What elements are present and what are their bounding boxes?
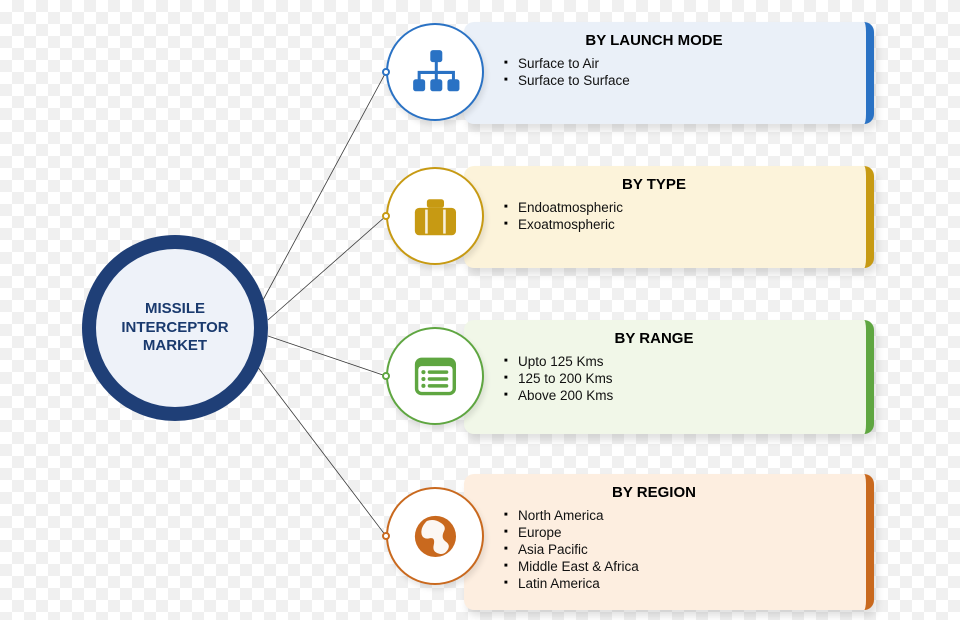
list-item: Surface to Air — [504, 55, 852, 72]
hub-circle: MISSILE INTERCEPTOR MARKET — [82, 235, 268, 421]
hub-line-2: INTERCEPTOR — [121, 319, 228, 338]
hub-line-1: MISSILE — [145, 300, 205, 319]
panel-type: BY TYPE EndoatmosphericExoatmospheric — [464, 166, 874, 268]
connector-dot — [382, 532, 390, 540]
briefcase-icon — [386, 167, 484, 265]
panel-title: BY TYPE — [504, 176, 852, 193]
panel-range: BY RANGE Upto 125 Kms125 to 200 KmsAbove … — [464, 320, 874, 434]
connector-dot — [382, 68, 390, 76]
list-item: Exoatmospheric — [504, 216, 852, 233]
list-icon — [386, 327, 484, 425]
panel-item-list: EndoatmosphericExoatmospheric — [504, 199, 852, 233]
list-item: Asia Pacific — [504, 541, 852, 558]
list-item: Endoatmospheric — [504, 199, 852, 216]
diagram-stage: MISSILE INTERCEPTOR MARKET BY LAUNCH MOD… — [0, 0, 960, 620]
panel-item-list: Upto 125 Kms125 to 200 KmsAbove 200 Kms — [504, 353, 852, 404]
hierarchy-icon — [386, 23, 484, 121]
connector-dot — [382, 372, 390, 380]
list-item: Latin America — [504, 575, 852, 592]
panel-item-list: North AmericaEuropeAsia PacificMiddle Ea… — [504, 507, 852, 592]
list-item: Middle East & Africa — [504, 558, 852, 575]
list-item: Europe — [504, 524, 852, 541]
list-item: 125 to 200 Kms — [504, 370, 852, 387]
panel-launch_mode: BY LAUNCH MODE Surface to AirSurface to S… — [464, 22, 874, 124]
list-item: Surface to Surface — [504, 72, 852, 89]
hub-label: MISSILE INTERCEPTOR MARKET — [96, 249, 254, 407]
globe-icon — [386, 487, 484, 585]
list-item: Upto 125 Kms — [504, 353, 852, 370]
panel-title: BY LAUNCH MODE — [504, 32, 852, 49]
panel-item-list: Surface to AirSurface to Surface — [504, 55, 852, 89]
list-item: North America — [504, 507, 852, 524]
list-item: Above 200 Kms — [504, 387, 852, 404]
connector-dot — [382, 212, 390, 220]
panel-region: BY REGION North AmericaEuropeAsia Pacific… — [464, 474, 874, 610]
hub-line-3: MARKET — [143, 337, 207, 356]
panel-title: BY RANGE — [504, 330, 852, 347]
panel-title: BY REGION — [504, 484, 852, 501]
